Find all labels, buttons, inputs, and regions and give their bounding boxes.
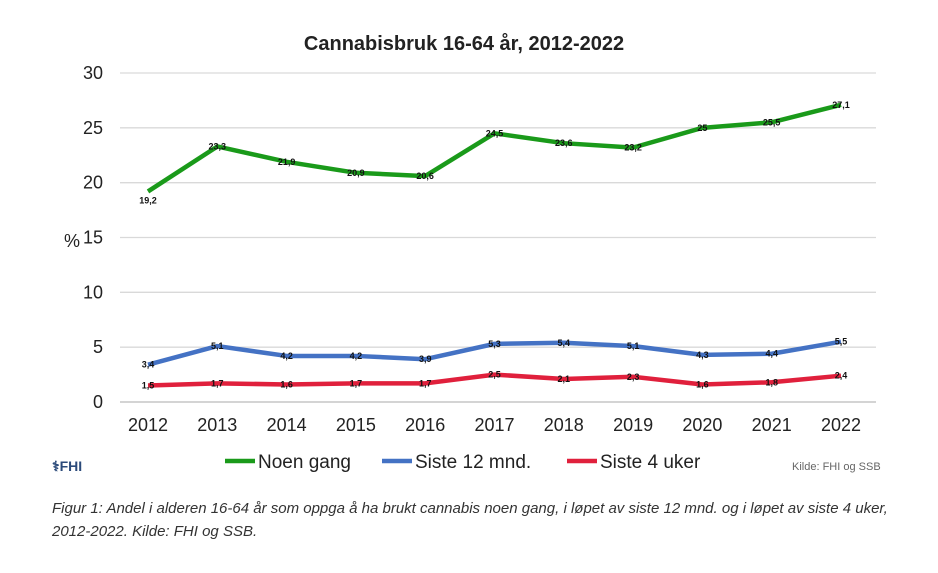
series-line [147,372,842,388]
x-tick-label: 2022 [821,415,861,435]
data-label: 5,5 [835,337,848,347]
data-label: 1,5 [142,381,155,391]
y-axis-label: % [64,231,80,251]
y-tick-label: 5 [93,337,103,357]
figure-caption: Figur 1: Andel i alderen 16-64 år som op… [52,500,888,540]
data-label: 3,9 [419,354,432,364]
data-label: 1,7 [211,378,224,388]
data-label: 5,3 [488,339,501,349]
x-tick-label: 2012 [128,415,168,435]
data-label: 2,5 [488,370,501,380]
y-tick-label: 30 [83,63,103,83]
chart-title: Cannabisbruk 16-64 år, 2012-2022 [304,32,624,55]
legend-label: Siste 4 uker [600,452,701,473]
x-tick-label: 2014 [267,415,307,435]
data-label: 20,6 [416,171,434,181]
x-tick-label: 2017 [474,415,514,435]
x-tick-label: 2016 [405,415,445,435]
legend-label: Siste 12 mnd. [415,452,531,473]
y-tick-label: 10 [83,282,103,302]
data-label: 1,6 [280,379,293,389]
data-label: 25 [697,123,707,133]
data-label: 4,3 [696,350,709,360]
data-label: 19,2 [139,195,157,205]
data-label: 2,1 [558,374,571,384]
data-label: 4,2 [350,351,363,361]
x-tick-label: 2013 [197,415,237,435]
x-tick-label: 2021 [752,415,792,435]
y-tick-label: 25 [83,118,103,138]
data-label: 27,1 [832,100,850,110]
logo-icon: ⚕ [52,458,60,474]
data-label: 2,4 [835,371,848,381]
data-label: 1,6 [696,379,709,389]
data-label: 3,4 [142,360,155,370]
y-tick-label: 15 [83,228,103,248]
series-line [147,339,842,367]
y-tick-label: 0 [93,392,103,412]
data-label: 5,1 [627,341,640,351]
data-label: 24,5 [486,128,504,138]
data-label: 1,7 [419,378,432,388]
series-line [146,102,842,194]
data-label: 4,2 [280,351,293,361]
x-tick-label: 2019 [613,415,653,435]
data-label: 1,7 [350,378,363,388]
x-tick-label: 2015 [336,415,376,435]
data-label: 23,3 [209,141,227,151]
data-label: 23,2 [624,143,642,153]
data-label: 25,5 [763,117,781,127]
data-label: 1,8 [765,377,778,387]
data-label: 23,6 [555,138,573,148]
fhi-logo: ⚕FHI [52,458,83,474]
data-label: 4,4 [765,349,778,359]
source-note: Kilde: FHI og SSB [792,461,881,473]
data-label: 20,9 [347,168,365,178]
data-label: 21,9 [278,157,296,167]
data-label: 2,3 [627,372,640,382]
line-chart: Cannabisbruk 16-64 år, 2012-2022 % 0 5 10 1… [64,32,876,473]
data-label: 5,1 [211,341,224,351]
legend-label: Noen gang [258,452,351,473]
x-tick-label: 2020 [682,415,722,435]
data-label: 5,4 [558,338,571,348]
y-tick-label: 20 [83,173,103,193]
x-tick-label: 2018 [544,415,584,435]
